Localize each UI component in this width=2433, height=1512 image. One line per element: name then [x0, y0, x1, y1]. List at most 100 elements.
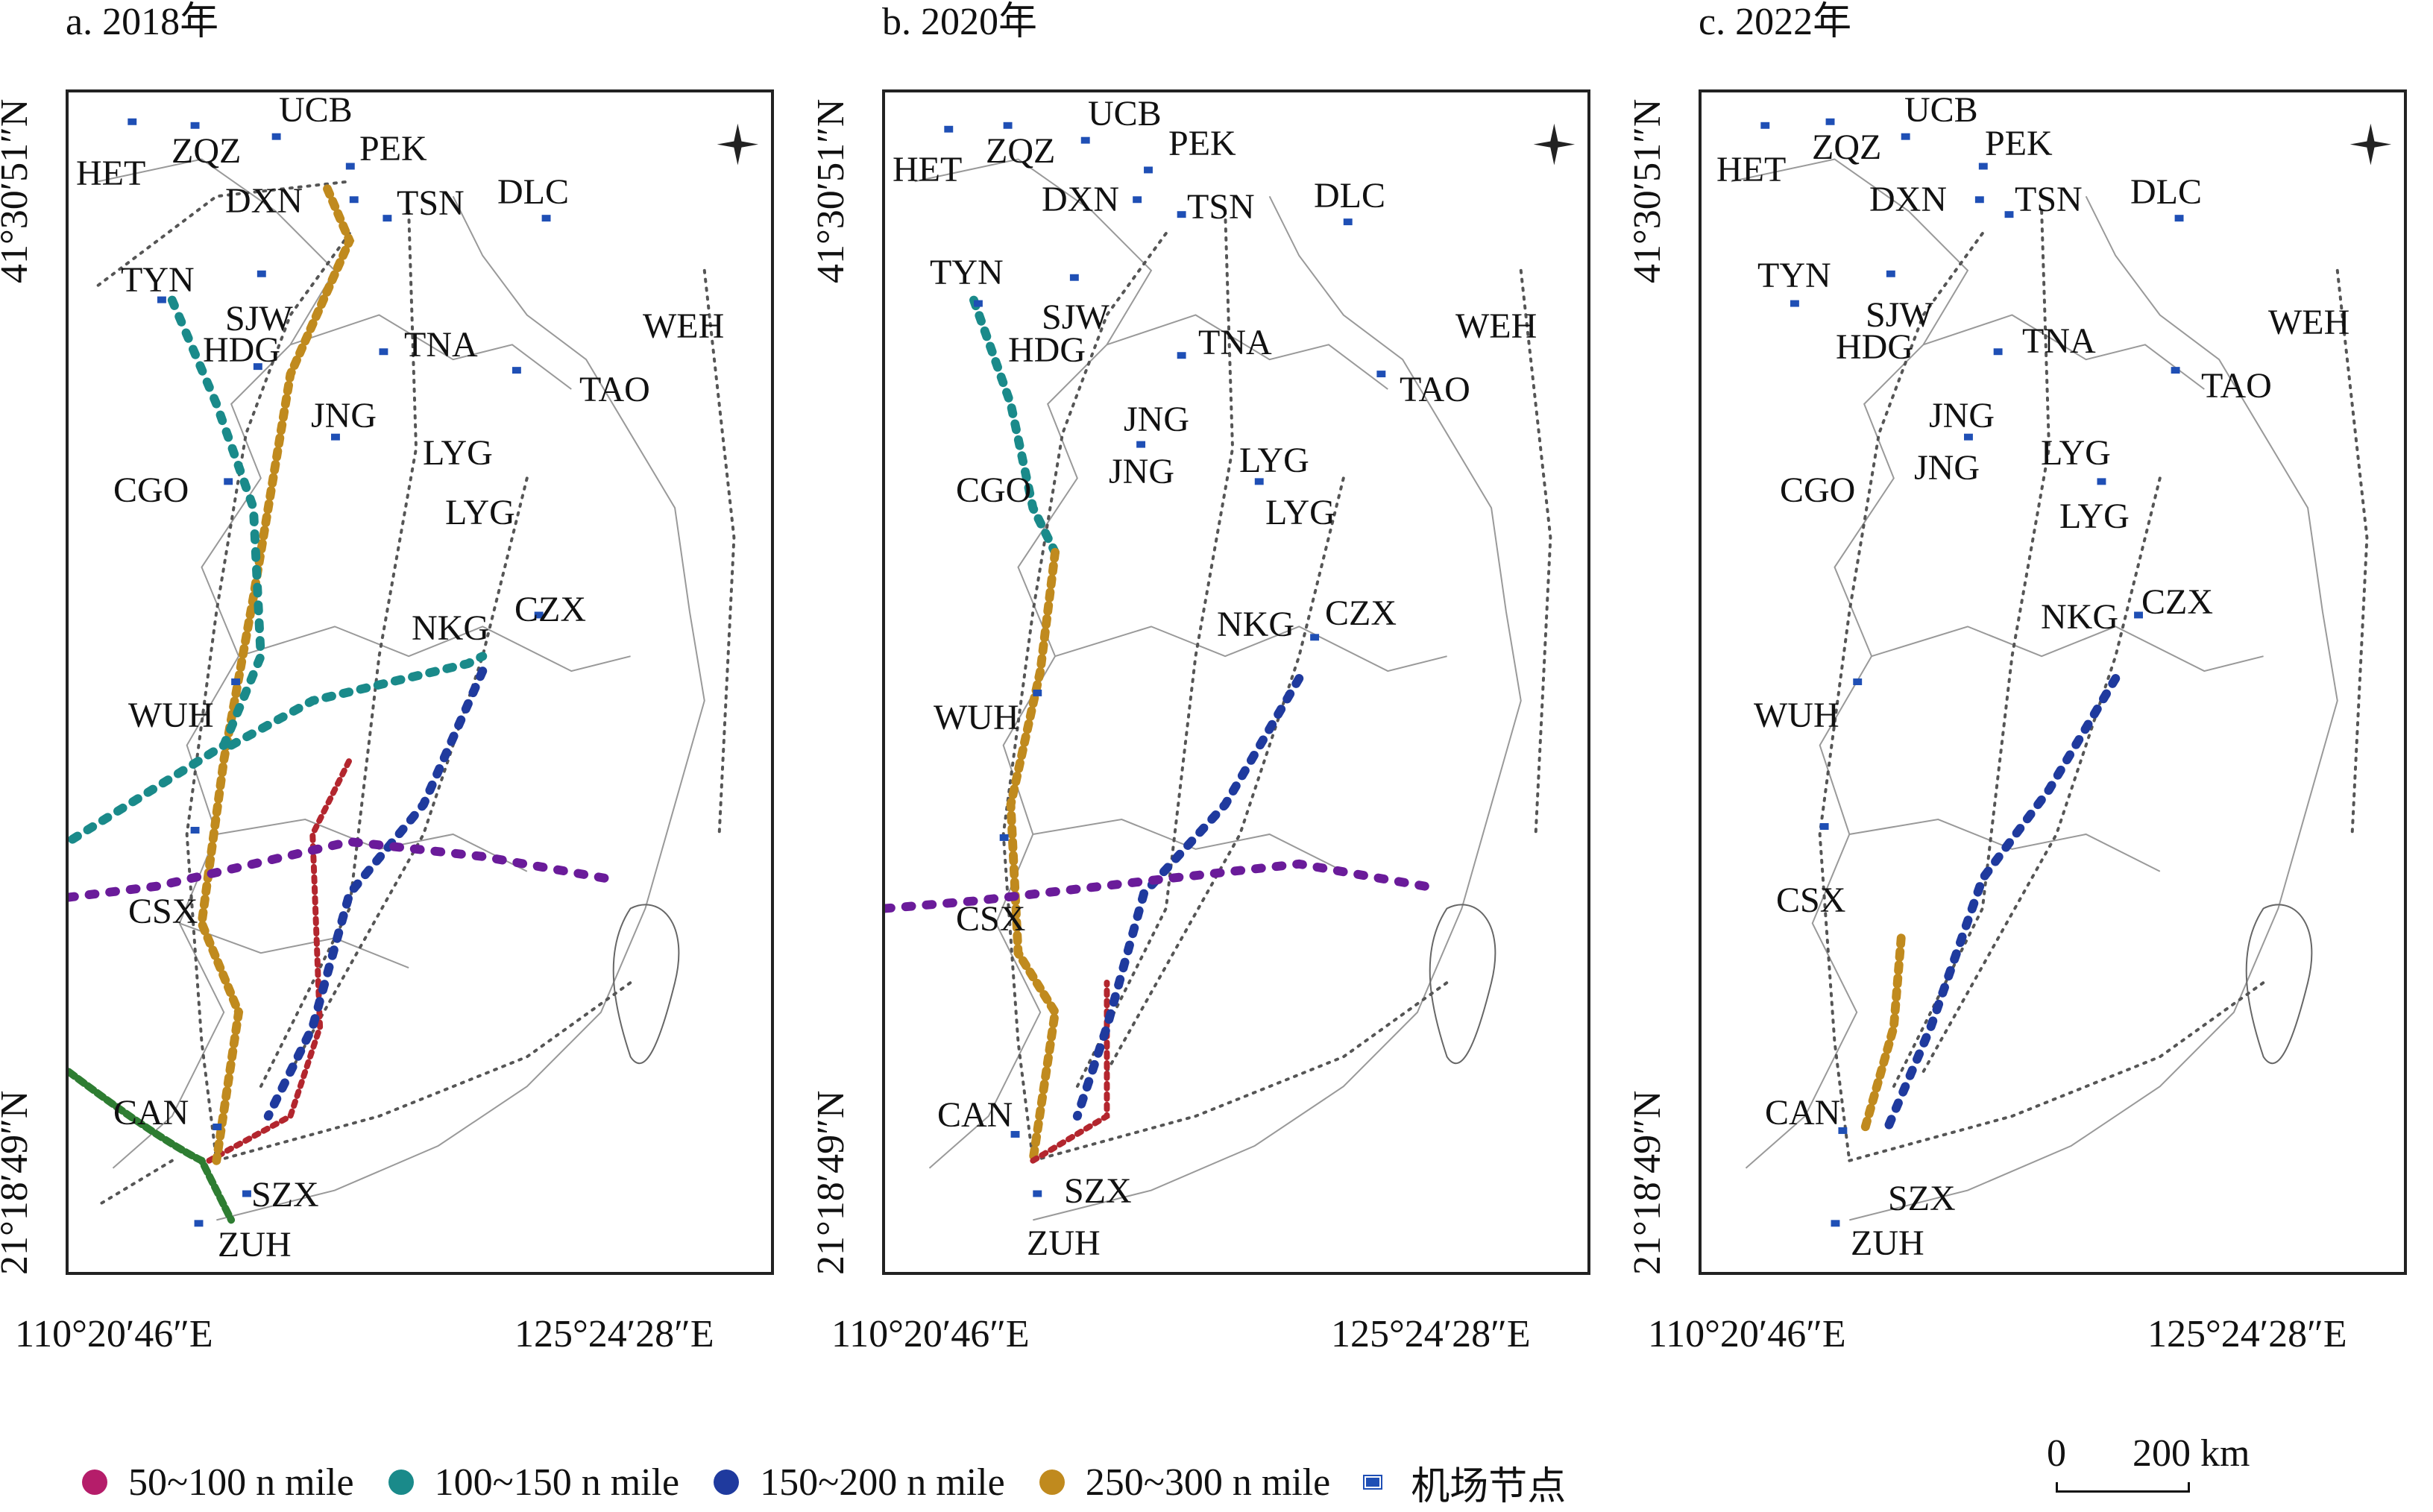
airport-label-pek: PEK [1168, 124, 1236, 163]
map-frame: UCB HET ZQZ PEK DXN TSN DLC TYN SJW HDG … [1699, 89, 2407, 1275]
airport-label-dlc: DLC [2130, 172, 2202, 212]
airport-label-szx: SZX [1888, 1179, 1956, 1218]
airport-label-lyg: LYG [1239, 441, 1309, 480]
airport-label-lyg: LYG [423, 433, 493, 473]
legend-label: 150~200 n mile [760, 1461, 1005, 1504]
airport-label-jng: JNG [311, 396, 377, 435]
airport-label-weh: WEH [2268, 303, 2350, 342]
airport-label-wuh: WUH [1754, 696, 1839, 735]
airport-label-jng: JNG [1929, 396, 1995, 435]
airport-label-hdg: HDG [1008, 330, 1086, 370]
route-blue [1072, 674, 1304, 1121]
airport-label-zuh: ZUH [1027, 1223, 1101, 1263]
airport-label-ucb: UCB [1088, 94, 1162, 133]
basemap-svg [1731, 118, 2392, 1227]
route-orange [1860, 933, 1906, 1135]
airport-label-cgo: CGO [956, 470, 1032, 510]
airport-label-jng-2: JNG [1914, 448, 1980, 488]
airport-label-dlc: DLC [497, 172, 569, 212]
route-blue [263, 667, 488, 1121]
airport-label-zqz: ZQZ [986, 131, 1056, 171]
latitude-label-top: 41°30′51″N [810, 98, 852, 283]
airport-label-cgo: CGO [113, 470, 189, 510]
airport-nodes [128, 118, 551, 1227]
airport-label-can: CAN [1765, 1093, 1841, 1133]
airport-label-tna: TNA [404, 325, 478, 365]
airport-label-szx: SZX [1064, 1171, 1132, 1211]
latitude-label-bottom: 21°18′49″N [810, 1090, 852, 1275]
boundary-lines [1731, 158, 2338, 1221]
longitude-label-left: 110°20′46″E [831, 1313, 1030, 1355]
airport-label-cgo: CGO [1780, 470, 1856, 510]
airport-label-hdg: HDG [1836, 327, 1913, 367]
airport-label-nkg: NKG [2041, 597, 2118, 637]
map-panel-2022: c. 2022年 41°30′51″N 21°18′49″N [1626, 0, 2408, 1364]
airport-label-sjw: SJW [1042, 297, 1110, 337]
airport-label-tna: TNA [1198, 323, 1272, 362]
airport-label-lyg-2: LYG [2059, 497, 2130, 536]
airport-label-jng: JNG [1124, 400, 1190, 439]
legend-label: 机场节点 [1411, 1465, 1567, 1508]
airport-nodes [944, 122, 1386, 1197]
boundary-lines [98, 158, 705, 1221]
airport-label-csx: CSX [956, 899, 1026, 939]
airport-label-hdg: HDG [203, 330, 280, 370]
legend-dot-50-100-icon [82, 1470, 107, 1495]
north-arrow-icon [717, 123, 759, 166]
airport-label-lyg-2: LYG [1265, 493, 1335, 532]
longitude-label-right: 125°24′28″E [1331, 1313, 1531, 1355]
legend-item-100-150: 100~150 n mile [388, 1461, 680, 1505]
route-teal [969, 295, 1060, 557]
airport-label-tyn: TYN [1757, 256, 1831, 295]
airport-label-dlc: DLC [1314, 176, 1385, 215]
longitude-label-right: 125°24′28″E [514, 1313, 714, 1355]
airport-label-pek: PEK [359, 129, 427, 168]
longitude-label-left: 110°20′46″E [15, 1313, 213, 1355]
airport-label-dxn: DXN [225, 181, 303, 221]
legend-item-250-300: 250~300 n mile [1039, 1461, 1330, 1505]
airport-label-szx: SZX [251, 1175, 319, 1215]
panel-title: c. 2022年 [1699, 1, 1852, 43]
airport-label-csx: CSX [1776, 881, 1846, 920]
airport-label-zqz: ZQZ [1812, 127, 1882, 167]
panel-title: a. 2018年 [66, 1, 219, 43]
panel-title: b. 2020年 [882, 1, 1038, 43]
latitude-label-top: 41°30′51″N [1626, 98, 1669, 283]
map-panel-2020: b. 2020年 41°30′51″N 21°18′49″N [810, 0, 1592, 1364]
legend-label: 100~150 n mile [434, 1461, 680, 1504]
legend-dot-100-150-icon [388, 1470, 414, 1495]
airport-label-wuh: WUH [128, 696, 214, 735]
base-route-network [1001, 210, 1552, 1162]
legend-label: 50~100 n mile [128, 1461, 354, 1504]
route-green [69, 1068, 236, 1224]
island-outline [2245, 904, 2313, 1065]
airport-label-ucb: UCB [279, 90, 353, 130]
airport-label-het: HET [1716, 150, 1787, 189]
airport-label-sjw: SJW [225, 299, 293, 338]
route-purple [69, 837, 613, 902]
airport-label-tao: TAO [1400, 370, 1470, 409]
airport-label-dxn: DXN [1869, 180, 1947, 219]
map-frame: UCB HET ZQZ PEK DXN TSN DLC TYN SJW HDG … [66, 89, 774, 1275]
basemap-svg [885, 122, 1576, 1221]
route-purple [885, 859, 1429, 913]
scale-line [2056, 1482, 2190, 1493]
map-legend: 50~100 n mile 100~150 n mile 150~200 n m… [82, 1452, 1600, 1512]
airport-label-czx: CZX [2141, 582, 2213, 622]
airport-label-weh: WEH [643, 306, 725, 346]
airport-node-icon [1363, 1475, 1383, 1490]
legend-item-50-100: 50~100 n mile [82, 1461, 354, 1505]
airport-label-zqz: ZQZ [171, 131, 242, 171]
base-route-network [96, 180, 736, 1207]
airport-label-can: CAN [937, 1095, 1013, 1135]
legend-item-airport: 机场节点 [1363, 1455, 1567, 1511]
airport-label-weh: WEH [1455, 306, 1537, 346]
airport-label-tna: TNA [2022, 321, 2096, 361]
latitude-label-bottom: 21°18′49″N [1626, 1090, 1669, 1275]
airport-label-wuh: WUH [934, 698, 1019, 737]
basemap-svg [69, 118, 759, 1227]
airport-label-tyn: TYN [121, 260, 195, 300]
route-teal [69, 295, 488, 846]
island-outline [612, 904, 680, 1065]
airport-label-tsn: TSN [1187, 187, 1255, 227]
